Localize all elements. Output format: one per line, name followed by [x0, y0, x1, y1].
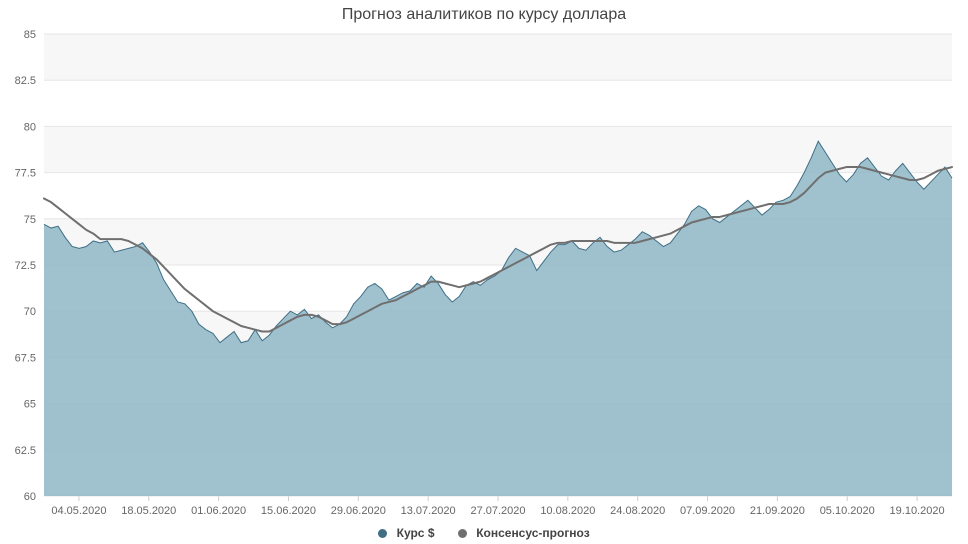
- svg-text:19.10.2020: 19.10.2020: [890, 505, 945, 517]
- svg-text:13.07.2020: 13.07.2020: [401, 505, 456, 517]
- svg-text:60: 60: [24, 491, 36, 503]
- svg-text:29.06.2020: 29.06.2020: [331, 505, 386, 517]
- svg-text:62.5: 62.5: [15, 445, 36, 457]
- chart-legend: Курс $ Консенсус-прогноз: [0, 525, 968, 540]
- svg-text:21.09.2020: 21.09.2020: [750, 505, 805, 517]
- legend-item-rate: Курс $: [378, 525, 434, 540]
- svg-text:07.09.2020: 07.09.2020: [680, 505, 735, 517]
- svg-text:82.5: 82.5: [15, 75, 36, 87]
- chart-svg: 60 62.5 65 67.5 70 72.5 75 77.5 80 82.5 85 04.05.20…: [0, 0, 968, 544]
- legend-swatch-consensus: [458, 529, 467, 538]
- svg-text:18.05.2020: 18.05.2020: [121, 505, 176, 517]
- svg-text:72.5: 72.5: [15, 260, 36, 272]
- svg-text:85: 85: [24, 29, 36, 41]
- svg-text:10.08.2020: 10.08.2020: [540, 505, 595, 517]
- svg-text:67.5: 67.5: [15, 352, 36, 364]
- legend-item-consensus: Консенсус-прогноз: [458, 525, 590, 540]
- svg-text:70: 70: [24, 306, 36, 318]
- legend-swatch-rate: [378, 529, 387, 538]
- svg-text:75: 75: [24, 214, 36, 226]
- svg-text:65: 65: [24, 399, 36, 411]
- legend-label-consensus: Консенсус-прогноз: [476, 526, 590, 540]
- chart-container: Прогноз аналитиков по курсу доллара 6062…: [0, 0, 968, 544]
- legend-label-rate: Курс $: [397, 526, 435, 540]
- svg-text:05.10.2020: 05.10.2020: [820, 505, 875, 517]
- svg-text:15.06.2020: 15.06.2020: [261, 505, 316, 517]
- svg-text:27.07.2020: 27.07.2020: [470, 505, 525, 517]
- svg-text:77.5: 77.5: [15, 168, 36, 180]
- svg-text:24.08.2020: 24.08.2020: [610, 505, 665, 517]
- svg-text:80: 80: [24, 121, 36, 133]
- svg-text:04.05.2020: 04.05.2020: [51, 505, 106, 517]
- svg-text:01.06.2020: 01.06.2020: [191, 505, 246, 517]
